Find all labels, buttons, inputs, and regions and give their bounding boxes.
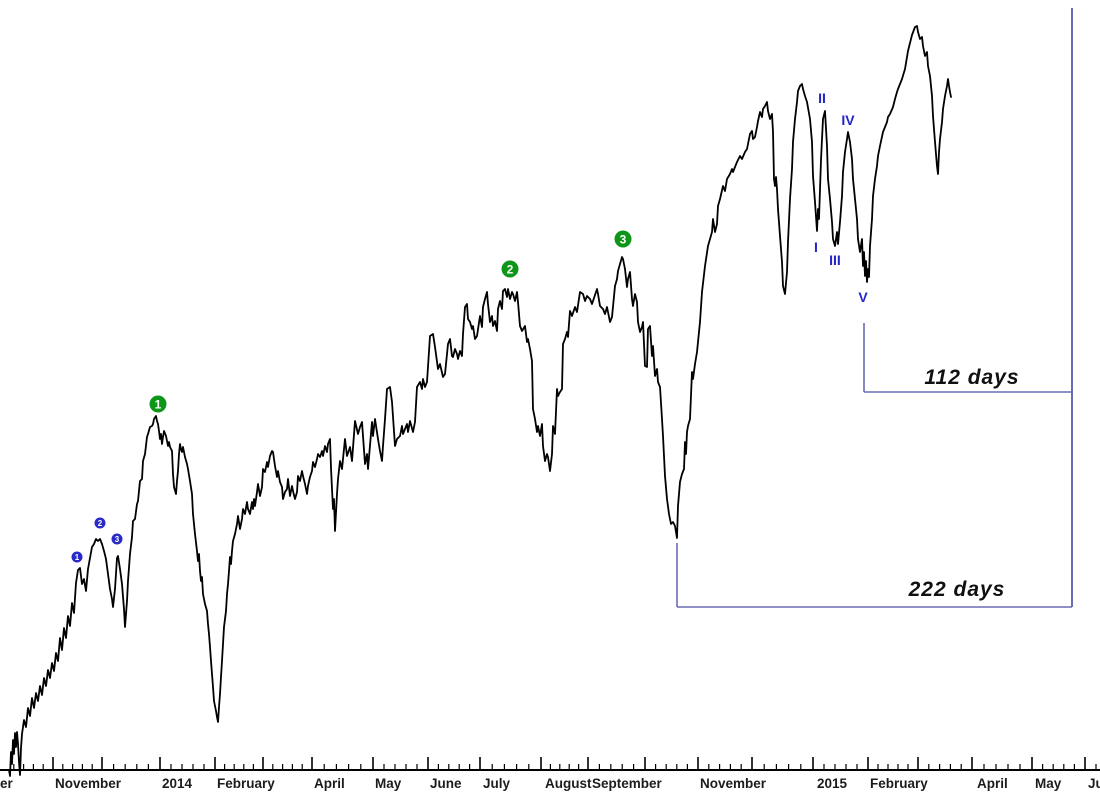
green-wave-marker-circle-2 [501, 260, 519, 278]
wave-label-V: V [858, 289, 868, 305]
blue-wave-marker-number-2: 2 [98, 519, 103, 528]
green-wave-marker-number-3: 3 [620, 232, 627, 246]
cycle-span-label-112-days: 112 days [924, 366, 1020, 389]
wave-label-III: III [829, 252, 841, 268]
blue-wave-marker-number-3: 3 [115, 535, 120, 544]
cycle-span-label-222-days: 222 days [908, 578, 1006, 601]
blue-wave-marker-circle-2 [94, 517, 106, 529]
blue-wave-marker-circle-1 [71, 551, 83, 563]
axis-month-label: April [977, 776, 1008, 791]
blue-wave-marker-circle-3 [111, 533, 123, 545]
wave-label-I: I [814, 239, 818, 255]
axis-month-label: 2014 [162, 776, 193, 791]
axis-month-label: er [0, 776, 14, 791]
green-wave-marker-number-1: 1 [155, 397, 162, 411]
axis-month-label: May [1035, 776, 1062, 791]
axis-month-label: November [700, 776, 767, 791]
green-wave-marker-number-2: 2 [507, 262, 514, 276]
axis-month-label: April [314, 776, 345, 791]
axis-month-label: 2015 [817, 776, 848, 791]
green-wave-marker-circle-3 [614, 230, 632, 248]
wave-label-II: II [818, 90, 826, 106]
axis-month-label: November [55, 776, 122, 791]
axis-month-label: August [545, 776, 592, 791]
price-line [8, 25, 952, 777]
green-wave-marker-circle-1 [149, 395, 167, 413]
axis-month-label: September [592, 776, 663, 791]
wave-label-IV: IV [841, 112, 855, 128]
blue-wave-marker-number-1: 1 [75, 553, 80, 562]
axis-month-label: May [375, 776, 402, 791]
axis-month-label: July [483, 776, 511, 791]
axis-month-label: February [217, 776, 275, 791]
axis-month-label: Ju [1088, 776, 1100, 791]
axis-month-label: February [870, 776, 928, 791]
axis-month-label: June [430, 776, 462, 791]
